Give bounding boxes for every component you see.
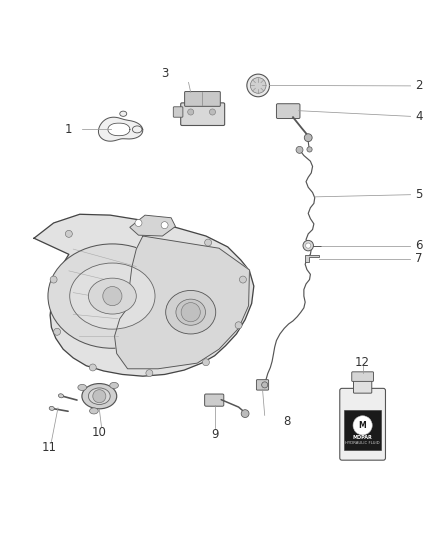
Ellipse shape (132, 126, 142, 133)
Ellipse shape (89, 408, 98, 414)
Circle shape (89, 364, 96, 371)
Ellipse shape (110, 382, 118, 389)
Ellipse shape (166, 290, 216, 334)
Text: 3: 3 (161, 67, 168, 80)
Ellipse shape (49, 406, 54, 410)
Polygon shape (99, 117, 143, 141)
FancyBboxPatch shape (181, 103, 225, 125)
Circle shape (235, 322, 242, 329)
Text: M: M (359, 421, 367, 430)
FancyBboxPatch shape (344, 410, 381, 450)
FancyBboxPatch shape (353, 381, 372, 393)
Text: 11: 11 (42, 441, 57, 454)
Text: 12: 12 (355, 356, 370, 369)
Circle shape (304, 134, 312, 142)
Ellipse shape (58, 394, 64, 398)
Circle shape (261, 382, 268, 388)
Circle shape (296, 147, 303, 154)
Polygon shape (130, 215, 176, 236)
Circle shape (240, 276, 247, 283)
Text: 2: 2 (416, 79, 423, 92)
FancyBboxPatch shape (276, 104, 300, 118)
Circle shape (181, 303, 200, 322)
Circle shape (307, 147, 312, 152)
Ellipse shape (88, 278, 136, 314)
Circle shape (205, 239, 212, 246)
Circle shape (53, 328, 60, 335)
Text: MOPAR: MOPAR (353, 434, 372, 440)
Text: HYDRAULIC FLUID: HYDRAULIC FLUID (345, 441, 380, 445)
Circle shape (202, 359, 209, 366)
Text: 4: 4 (416, 110, 423, 123)
Circle shape (241, 410, 249, 417)
Polygon shape (34, 214, 254, 376)
Circle shape (103, 287, 122, 305)
Text: 5: 5 (416, 188, 423, 201)
Circle shape (247, 74, 269, 97)
Text: 7: 7 (416, 252, 423, 265)
Ellipse shape (48, 244, 177, 348)
Circle shape (306, 243, 311, 248)
Ellipse shape (176, 299, 205, 325)
Circle shape (251, 78, 266, 93)
Ellipse shape (82, 384, 117, 409)
Ellipse shape (120, 111, 127, 116)
Circle shape (187, 109, 194, 115)
Ellipse shape (88, 388, 110, 405)
Circle shape (161, 222, 168, 229)
Text: 9: 9 (211, 429, 219, 441)
Circle shape (146, 370, 153, 377)
Ellipse shape (78, 384, 87, 391)
Ellipse shape (70, 263, 155, 329)
Circle shape (50, 276, 57, 283)
Polygon shape (108, 123, 130, 136)
Circle shape (135, 220, 142, 227)
FancyBboxPatch shape (340, 389, 385, 460)
Polygon shape (305, 255, 319, 262)
Circle shape (303, 240, 314, 251)
Text: 1: 1 (65, 123, 73, 136)
FancyBboxPatch shape (205, 394, 224, 406)
Text: 6: 6 (416, 239, 423, 252)
Circle shape (209, 109, 215, 115)
Circle shape (65, 230, 72, 237)
Circle shape (353, 416, 372, 435)
FancyBboxPatch shape (185, 92, 220, 107)
Polygon shape (115, 236, 250, 369)
FancyBboxPatch shape (352, 372, 374, 382)
FancyBboxPatch shape (173, 107, 183, 117)
Circle shape (93, 390, 106, 403)
Text: 10: 10 (92, 426, 107, 439)
Text: 8: 8 (283, 415, 290, 427)
FancyBboxPatch shape (256, 379, 268, 390)
